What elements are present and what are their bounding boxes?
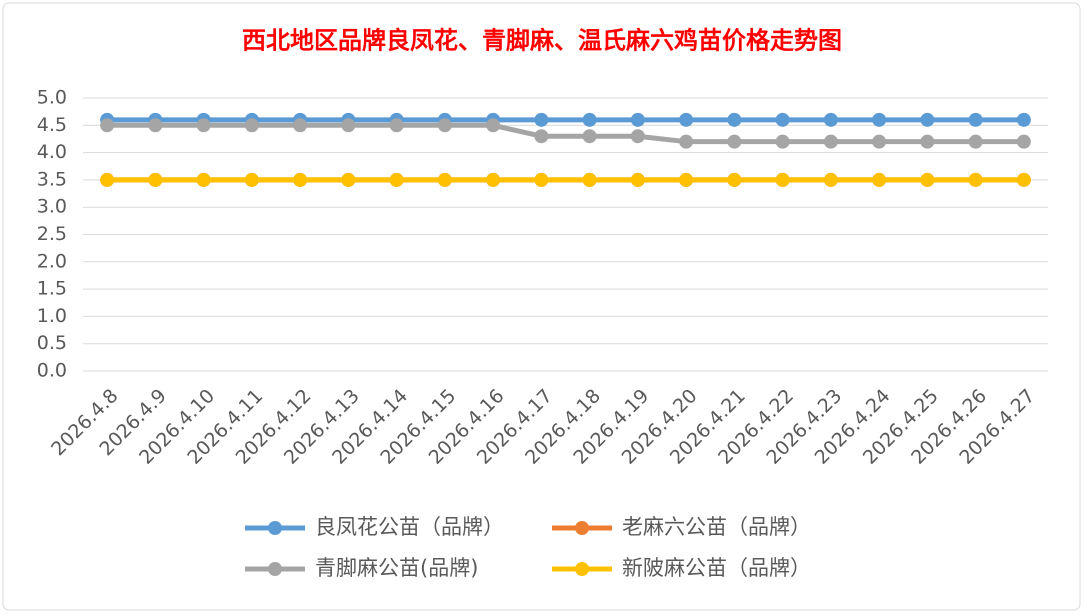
point — [775, 134, 790, 149]
point — [486, 172, 501, 187]
point — [727, 134, 742, 149]
y-tick-label: 1.5 — [37, 278, 67, 300]
point — [920, 134, 935, 149]
y-tick-label: 3.5 — [37, 168, 67, 190]
legend-marker — [575, 562, 589, 576]
point — [582, 112, 597, 127]
point — [968, 172, 983, 187]
y-tick-label: 0.0 — [37, 360, 67, 382]
point — [534, 112, 549, 127]
point — [630, 112, 645, 127]
point — [437, 118, 452, 133]
point — [872, 134, 887, 149]
point — [100, 118, 115, 133]
point — [872, 172, 887, 187]
point — [196, 172, 211, 187]
point — [341, 172, 356, 187]
point — [1016, 134, 1031, 149]
point — [534, 129, 549, 144]
point — [920, 112, 935, 127]
point — [775, 172, 790, 187]
y-tick-label: 5.0 — [37, 87, 67, 109]
legend-label: 良凤花公苗（品牌） — [315, 515, 504, 539]
point — [823, 112, 838, 127]
y-tick-label: 0.5 — [37, 332, 67, 354]
legend-marker — [268, 562, 282, 576]
point — [293, 172, 308, 187]
point — [389, 118, 404, 133]
point — [534, 172, 549, 187]
point — [582, 172, 597, 187]
point — [582, 129, 597, 144]
point — [100, 172, 115, 187]
point — [148, 172, 163, 187]
y-tick-label: 4.0 — [37, 141, 67, 163]
point — [920, 172, 935, 187]
chart-title: 西北地区品牌良凤花、青脚麻、温氏麻六鸡苗价格走势图 — [242, 26, 842, 55]
point — [244, 172, 259, 187]
series-line — [107, 122, 1024, 145]
legend-label: 青脚麻公苗(品牌) — [315, 556, 478, 580]
legend-label: 新陂麻公苗（品牌） — [622, 556, 811, 580]
point — [727, 172, 742, 187]
point — [244, 118, 259, 133]
y-tick-label: 3.0 — [37, 196, 67, 218]
point — [1016, 172, 1031, 187]
point — [679, 134, 694, 149]
point — [341, 118, 356, 133]
point — [630, 172, 645, 187]
y-tick-label: 1.0 — [37, 305, 67, 327]
point — [823, 134, 838, 149]
point — [775, 112, 790, 127]
point — [437, 172, 452, 187]
legend-marker — [268, 521, 282, 535]
point — [630, 129, 645, 144]
point — [727, 112, 742, 127]
point — [823, 172, 838, 187]
point — [968, 134, 983, 149]
y-tick-label: 2.5 — [37, 223, 67, 245]
point — [968, 112, 983, 127]
point — [872, 112, 887, 127]
point — [293, 118, 308, 133]
point — [196, 118, 211, 133]
y-tick-label: 4.5 — [37, 114, 67, 136]
y-tick-label: 2.0 — [37, 250, 67, 272]
point — [486, 118, 501, 133]
point — [679, 112, 694, 127]
legend-marker — [575, 521, 589, 535]
point — [389, 172, 404, 187]
point — [679, 172, 694, 187]
point — [148, 118, 163, 133]
legend-label: 老麻六公苗（品牌） — [622, 515, 811, 539]
point — [1016, 112, 1031, 127]
